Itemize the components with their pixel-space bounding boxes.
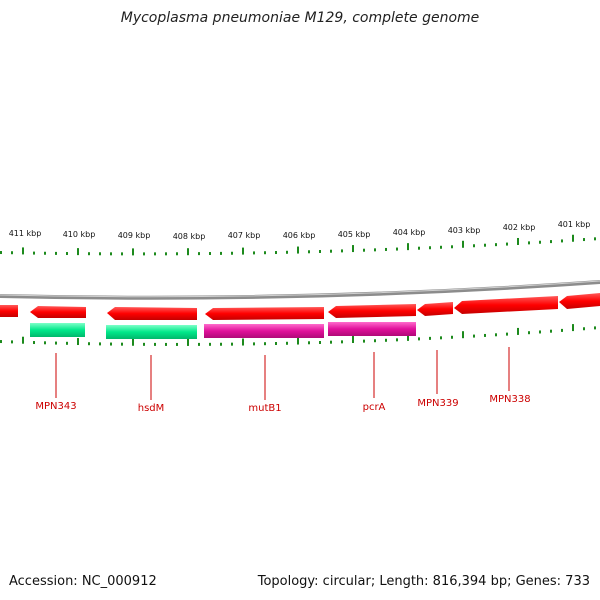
reverse-strand-genes <box>0 293 600 320</box>
gene-arrow[interactable] <box>454 296 558 314</box>
gene-label-mpn343[interactable]: MPN343 <box>35 401 76 412</box>
category-bars <box>30 322 416 339</box>
scale-label-405kbp: 405 kbp <box>338 230 371 239</box>
inner-scale-ticks <box>0 324 596 346</box>
scale-label-401kbp: 401 kbp <box>558 220 591 229</box>
genome-backbone-highlight <box>0 280 600 298</box>
gene-arrow[interactable] <box>30 306 86 318</box>
gene-arrow[interactable] <box>107 307 197 320</box>
gene-label-mutb1[interactable]: mutB1 <box>248 403 281 414</box>
scale-label-411kbp: 411 kbp <box>9 229 42 238</box>
outer-scale-ticks <box>0 234 596 256</box>
genome-backbone <box>0 280 600 300</box>
scale-label-402kbp: 402 kbp <box>503 223 536 232</box>
category-bar-green[interactable] <box>30 323 85 337</box>
accession-text: Accession: NC_000912 <box>9 574 157 589</box>
gene-arrow[interactable] <box>559 293 600 309</box>
scale-label-407kbp: 407 kbp <box>228 231 261 240</box>
gene-arrow[interactable] <box>328 304 416 318</box>
gene-label-hsdm[interactable]: hsdM <box>138 403 165 414</box>
map-title: Mycoplasma pneumoniae M129, complete gen… <box>120 10 480 26</box>
category-bar-magenta[interactable] <box>204 324 324 338</box>
scale-label-408kbp: 408 kbp <box>173 232 206 241</box>
scale-label-404kbp: 404 kbp <box>393 228 426 237</box>
category-bar-magenta[interactable] <box>328 322 416 336</box>
gene-label-pcra[interactable]: pcrA <box>363 402 386 413</box>
genome-stats-text: Topology: circular; Length: 816,394 bp; … <box>257 574 590 589</box>
scale-label-409kbp: 409 kbp <box>118 231 151 240</box>
category-bar-green[interactable] <box>106 325 197 339</box>
scale-label-403kbp: 403 kbp <box>448 226 481 235</box>
scale-label-410kbp: 410 kbp <box>63 230 96 239</box>
gene-label-mpn339[interactable]: MPN339 <box>417 398 458 409</box>
scale-label-406kbp: 406 kbp <box>283 231 316 240</box>
gene-label-mpn338[interactable]: MPN338 <box>489 394 530 405</box>
gene-arrow[interactable] <box>417 302 453 316</box>
gene-arrow[interactable] <box>0 305 18 317</box>
gene-arrow[interactable] <box>205 307 324 320</box>
